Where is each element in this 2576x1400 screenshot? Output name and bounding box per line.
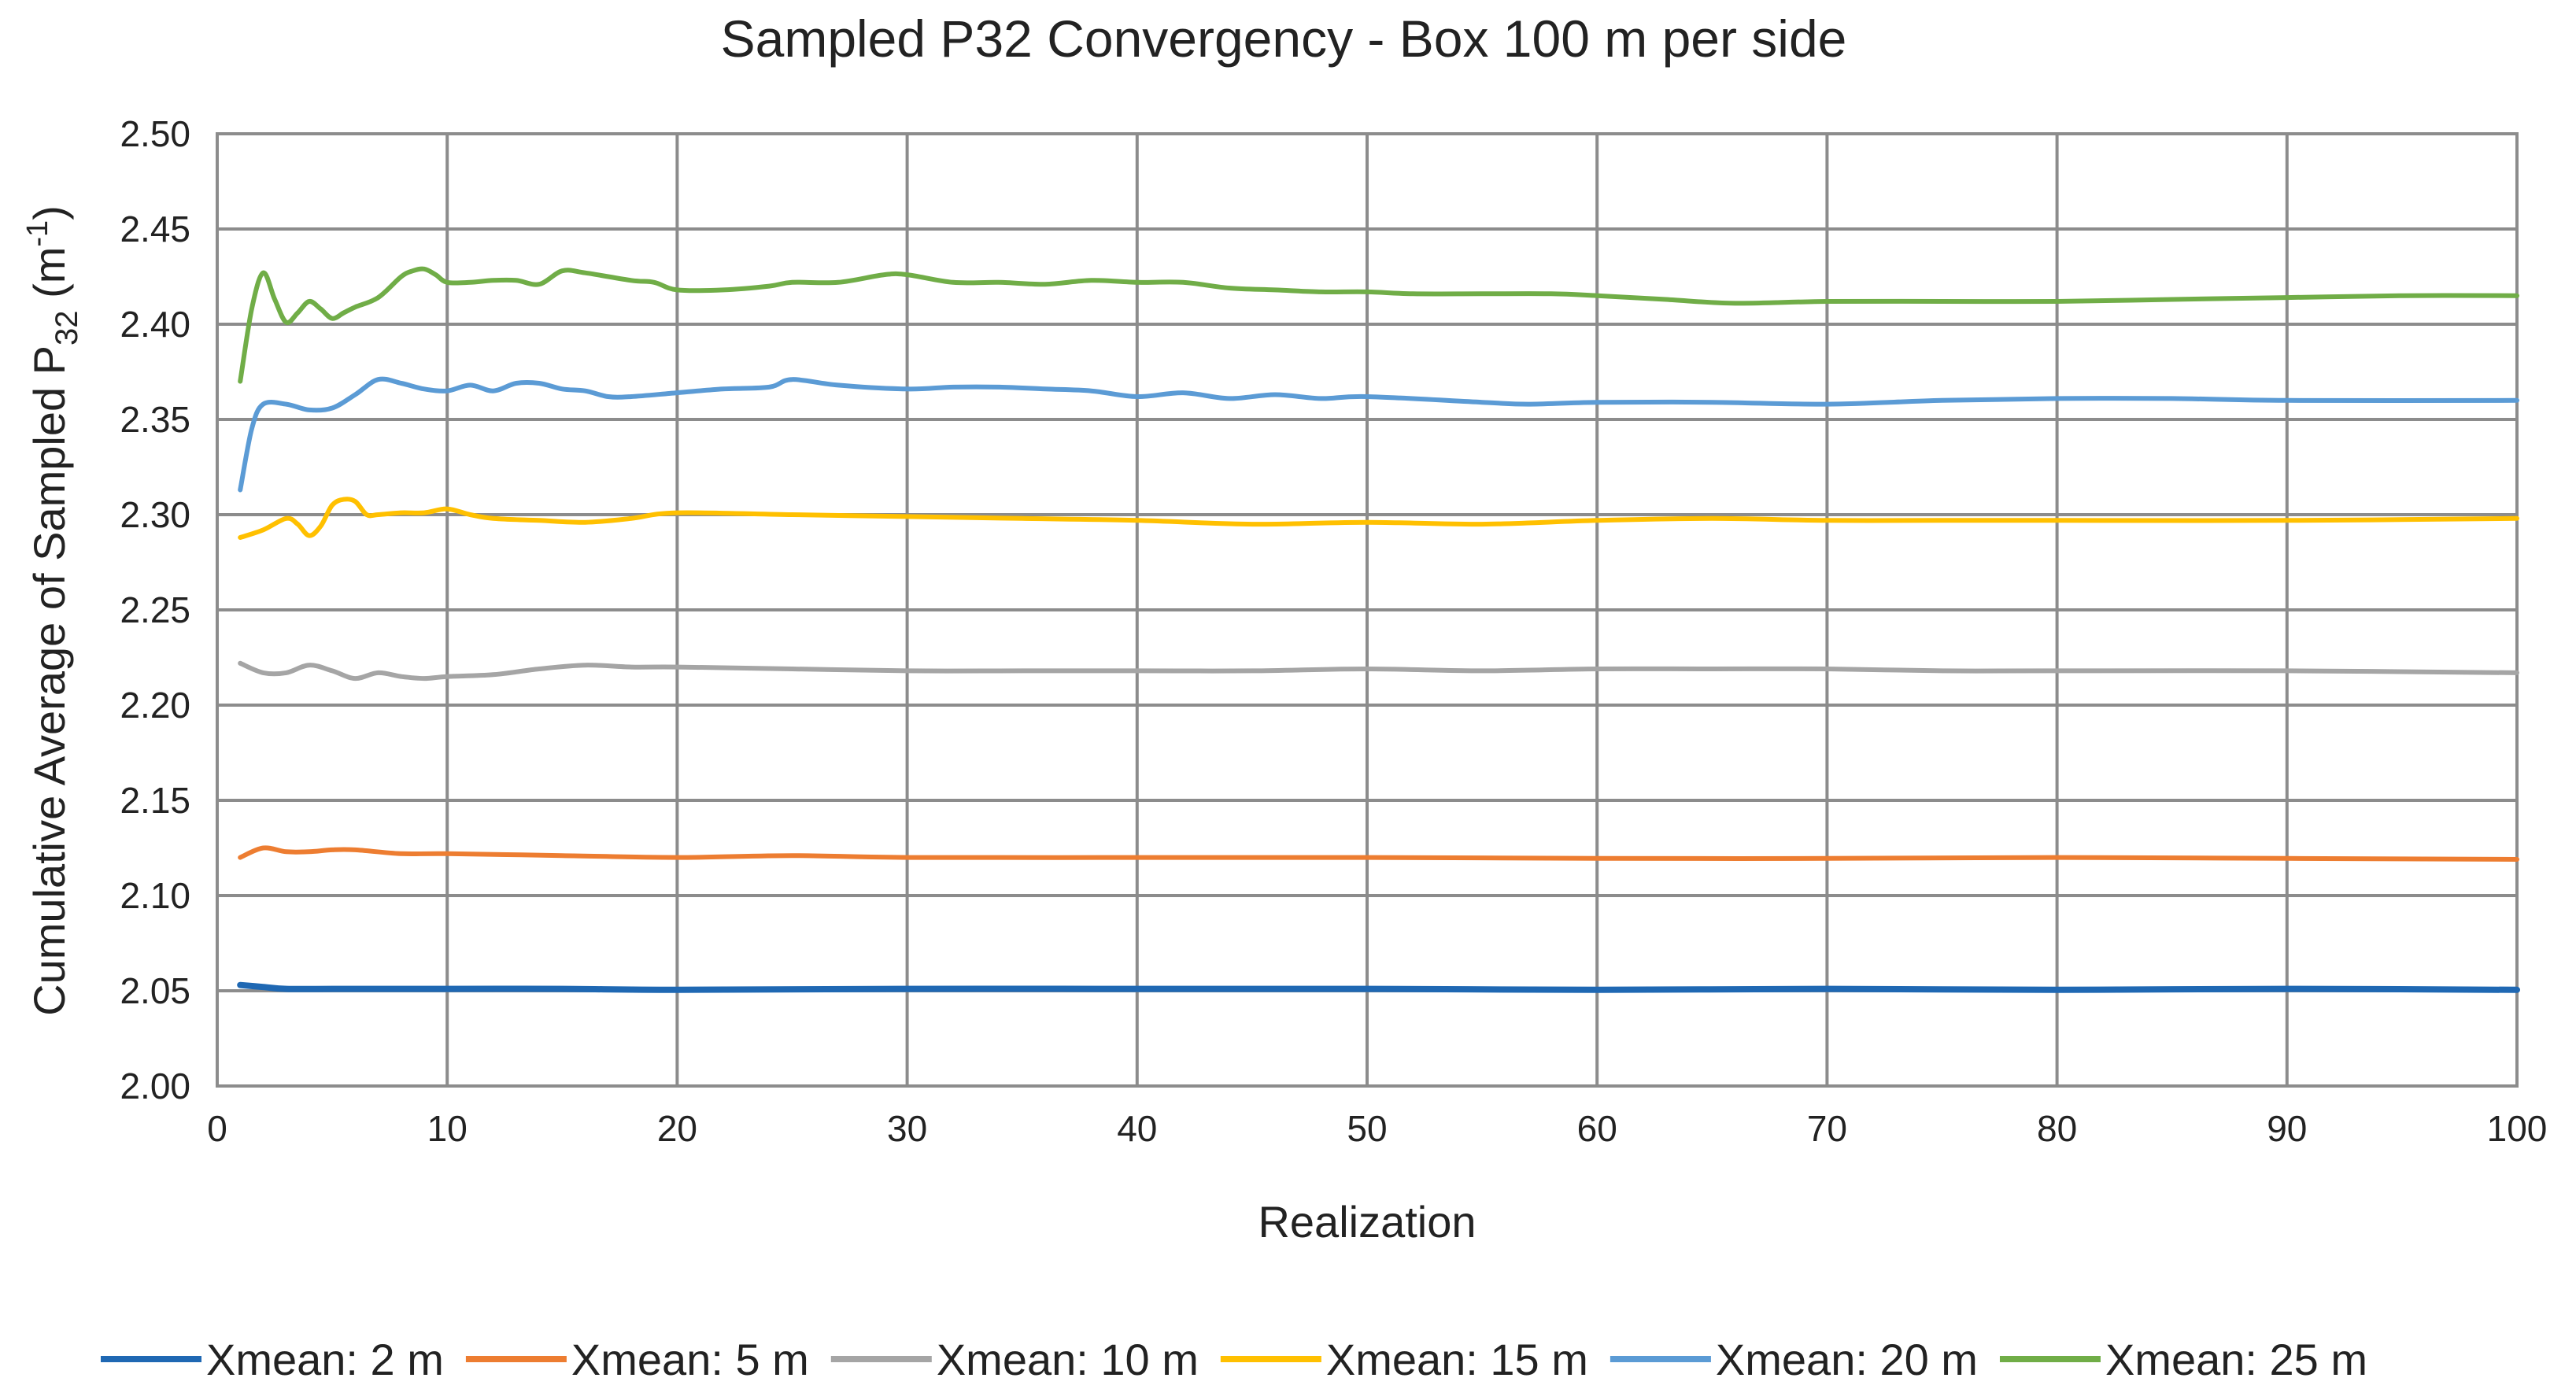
y-axis-label-main: Cumulative Average of Sampled P	[24, 345, 74, 1016]
series-line-1	[237, 981, 2520, 993]
legend-label: Xmean: 25 m	[2105, 1335, 2367, 1384]
x-axis-ticks: 0 10 20 30 40 50 60 70 80 90 100	[207, 1108, 2547, 1149]
x-tick-label: 70	[1807, 1108, 1847, 1149]
legend: Xmean: 2 m Xmean: 5 m Xmean: 10 m Xmean: 15…	[101, 1335, 2367, 1384]
y-tick-label: 2.50	[120, 113, 190, 154]
x-tick-label: 80	[2037, 1108, 2077, 1149]
x-tick-label: 60	[1577, 1108, 1617, 1149]
plot-frame	[216, 132, 2519, 1088]
y-axis-label-subscript: 32	[50, 310, 84, 345]
y-tick-label: 2.15	[120, 780, 190, 821]
legend-label: Xmean: 5 m	[571, 1335, 809, 1384]
y-axis-label-superscript: -1	[21, 220, 54, 247]
chart-title: Sampled P32 Convergency - Box 100 m per …	[721, 9, 1847, 68]
x-tick-label: 10	[427, 1108, 468, 1149]
x-tick-label: 0	[207, 1108, 227, 1149]
y-axis-label-unit-close: )	[24, 205, 74, 220]
x-tick-label: 50	[1347, 1108, 1387, 1149]
y-tick-label: 2.45	[120, 209, 190, 249]
x-axis-label: Realization	[1258, 1197, 1476, 1247]
series-line-3	[238, 660, 2519, 682]
y-tick-label: 2.05	[120, 970, 190, 1011]
series-line-6	[238, 266, 2519, 384]
y-tick-label: 2.10	[120, 875, 190, 916]
y-axis-ticks: 2.00 2.05 2.10 2.15 2.20 2.25 2.30 2.35 2.40 2.45…	[120, 113, 190, 1106]
x-tick-label: 100	[2487, 1108, 2548, 1149]
x-tick-label: 90	[2267, 1108, 2307, 1149]
x-tick-label: 30	[887, 1108, 927, 1149]
series-lines	[237, 266, 2520, 993]
y-axis-label: Cumulative Average of Sampled P32 (m-1)	[21, 205, 84, 1016]
x-tick-label: 20	[657, 1108, 697, 1149]
y-tick-label: 2.35	[120, 399, 190, 440]
y-tick-label: 2.20	[120, 685, 190, 726]
legend-label: Xmean: 20 m	[1716, 1335, 1978, 1384]
y-tick-label: 2.00	[120, 1066, 190, 1106]
y-axis-label-unit-open: (m	[24, 247, 74, 311]
series-line-2	[238, 845, 2519, 862]
series-line-5	[238, 376, 2519, 493]
grid	[217, 134, 2517, 1086]
series-line-4	[238, 497, 2519, 540]
legend-label: Xmean: 10 m	[937, 1335, 1199, 1384]
y-tick-label: 2.40	[120, 304, 190, 345]
x-tick-label: 40	[1117, 1108, 1157, 1149]
y-tick-label: 2.30	[120, 494, 190, 535]
legend-label: Xmean: 15 m	[1326, 1335, 1588, 1384]
y-tick-label: 2.25	[120, 589, 190, 630]
legend-label: Xmean: 2 m	[206, 1335, 444, 1384]
